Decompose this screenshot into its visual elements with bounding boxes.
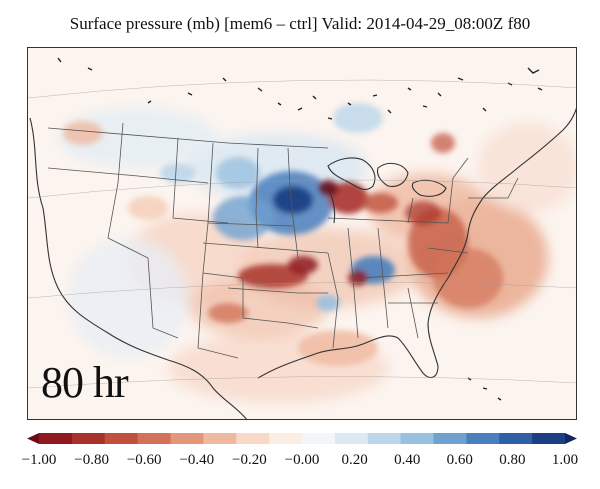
colorbar-cell: [137, 433, 171, 444]
colorbar-cell: [499, 433, 533, 444]
colorbar-tick: −0.60: [126, 452, 162, 468]
colorbar-extend-min: [27, 433, 39, 444]
map-canvas: [28, 57, 576, 419]
colorbar-tick: −1.00: [21, 452, 57, 468]
colorbar-tick: 0.60: [446, 452, 473, 468]
colorbar-tick: −0.40: [179, 452, 215, 468]
map-title: Surface pressure (mb) [mem6 – ctrl] Vali…: [69, 14, 531, 33]
colorbar-tick: −0.20: [232, 452, 267, 468]
colorbar-cell: [433, 433, 467, 444]
colorbar-tick: −0.80: [74, 452, 109, 468]
pressure-anomaly-field: [58, 103, 576, 403]
colorbar-cell: [203, 433, 237, 444]
colorbar-cell: [170, 433, 204, 444]
colorbar-cell: [532, 433, 566, 444]
forecast-hour-label: 80 hr: [41, 358, 129, 407]
colorbar-cell: [104, 433, 139, 444]
colorbar-tick: 1.00: [551, 452, 579, 468]
colorbar-cell: [334, 433, 369, 444]
colorbar-cell: [400, 433, 434, 444]
colorbar-cell: [466, 433, 500, 444]
colorbar-cell: [71, 433, 106, 444]
colorbar-tick: 0.20: [341, 452, 368, 468]
colorbar: [27, 433, 577, 444]
colorbar-tick-labels: −1.00 −0.80 −0.60 −0.40 −0.20 −0.00 0.20…: [0, 452, 600, 472]
colorbar-cell: [236, 433, 270, 444]
graticule: [28, 79, 576, 389]
colorbar-tick: 0.40: [394, 452, 421, 468]
colorbar-cell: [269, 433, 303, 444]
colorbar-tick: −0.00: [284, 452, 320, 468]
colorbar-tick: 0.80: [499, 452, 526, 468]
colorbar-cell: [39, 433, 73, 444]
colorbar-extend-max: [565, 433, 577, 444]
state-borders: [47, 122, 519, 359]
surface-pressure-map: 80 hr: [27, 47, 577, 420]
colorbar-cell: [367, 433, 402, 444]
colorbar-cell: [302, 433, 336, 444]
